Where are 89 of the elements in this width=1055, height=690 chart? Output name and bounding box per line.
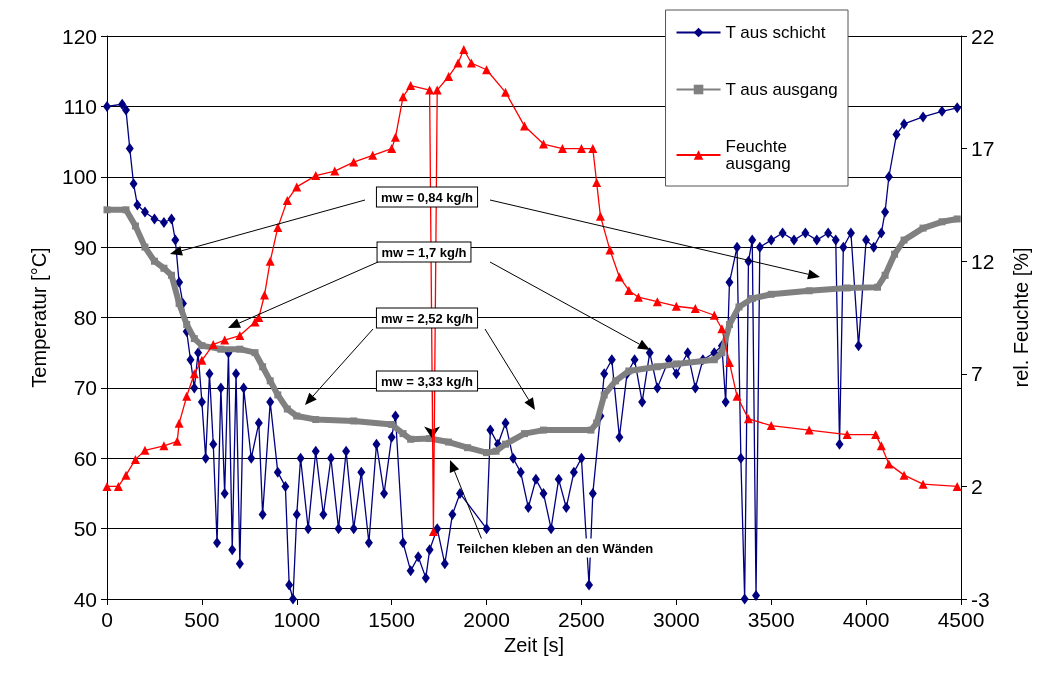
point [150, 257, 158, 265]
point [183, 321, 191, 329]
x-tick-label: 3000 [652, 608, 700, 631]
point [653, 363, 661, 371]
x-tick-label: 500 [184, 608, 220, 631]
legend-label: Feuchte ausgang [725, 137, 792, 173]
annotation: mw = 0,84 kg/h [380, 189, 474, 205]
point [874, 283, 881, 291]
point [236, 345, 244, 353]
point [251, 349, 259, 357]
point [293, 412, 301, 420]
point [843, 284, 851, 292]
point [141, 243, 149, 251]
point [593, 419, 601, 427]
point [891, 250, 899, 258]
point [938, 218, 946, 226]
point [312, 416, 320, 424]
point [625, 367, 633, 375]
y2-tick-label: 22 [971, 24, 995, 48]
point [464, 444, 472, 452]
point [612, 377, 620, 385]
y-tick-label: 40 [73, 587, 97, 611]
annotation: mw = 3,33 kg/h [380, 373, 474, 389]
point [445, 438, 453, 446]
y-tick-label: 90 [73, 235, 97, 259]
point [259, 363, 267, 371]
point [735, 303, 743, 311]
x-tick-label: 2500 [558, 608, 605, 631]
y-tick-label: 60 [73, 446, 97, 470]
point [190, 335, 198, 343]
point [953, 215, 961, 223]
point [881, 271, 889, 279]
point [805, 287, 813, 295]
y-tick-label: 50 [73, 517, 97, 541]
x-tick-label: 0 [101, 608, 113, 631]
y2-axis-title: rel. Feuchte [%] [1010, 247, 1032, 388]
y2-tick-label: -3 [971, 587, 990, 611]
point [483, 449, 491, 457]
point [587, 426, 595, 434]
point [919, 224, 927, 232]
point [168, 271, 176, 279]
point [350, 417, 358, 425]
point [407, 435, 415, 443]
x-tick-label: 4500 [937, 608, 985, 631]
point [217, 345, 225, 353]
x-tick-label: 2000 [463, 608, 510, 631]
y-tick-label: 70 [73, 376, 97, 400]
point [521, 430, 529, 438]
y-tick-label: 110 [63, 94, 97, 118]
point [122, 206, 130, 214]
legend-label: T aus ausgang [725, 80, 838, 99]
y2-tick-label: 17 [971, 137, 995, 161]
x-tick-label: 3500 [747, 608, 795, 631]
point [767, 290, 775, 298]
point [131, 222, 139, 230]
y2-tick-label: 12 [971, 249, 995, 273]
point [718, 349, 726, 357]
point [600, 391, 608, 399]
x-tick-label: 1000 [273, 608, 321, 631]
point [710, 356, 718, 364]
x-tick-label: 1500 [368, 608, 416, 631]
point [672, 360, 680, 368]
point [266, 377, 274, 385]
legend-label: T aus schicht [725, 23, 826, 42]
point [900, 236, 908, 244]
x-tick-label: 4000 [842, 608, 890, 631]
point [160, 264, 168, 272]
y2-tick-label: 7 [971, 362, 983, 386]
point [388, 420, 396, 428]
y-axis-title: Temperatur [°C] [28, 247, 50, 388]
point [539, 426, 547, 434]
x-axis-title: Zeit [s] [503, 634, 565, 656]
annotation: mw = 2,52 kg/h [380, 310, 474, 326]
point [283, 405, 291, 413]
point [492, 447, 500, 455]
y-tick-label: 80 [73, 306, 97, 329]
annotation: mw = 1,7 kg/h [381, 244, 467, 260]
point [399, 430, 407, 438]
annotation: Teilchen kleben an den Wänden [456, 540, 654, 556]
point [198, 342, 206, 350]
y-tick-label: 120 [61, 24, 97, 48]
point [748, 295, 756, 302]
y-tick-label: 100 [61, 165, 97, 189]
point [103, 206, 111, 214]
point [175, 299, 183, 307]
point [725, 321, 733, 329]
y2-tick-label: 2 [971, 474, 983, 498]
point [502, 440, 510, 448]
point [274, 391, 282, 399]
